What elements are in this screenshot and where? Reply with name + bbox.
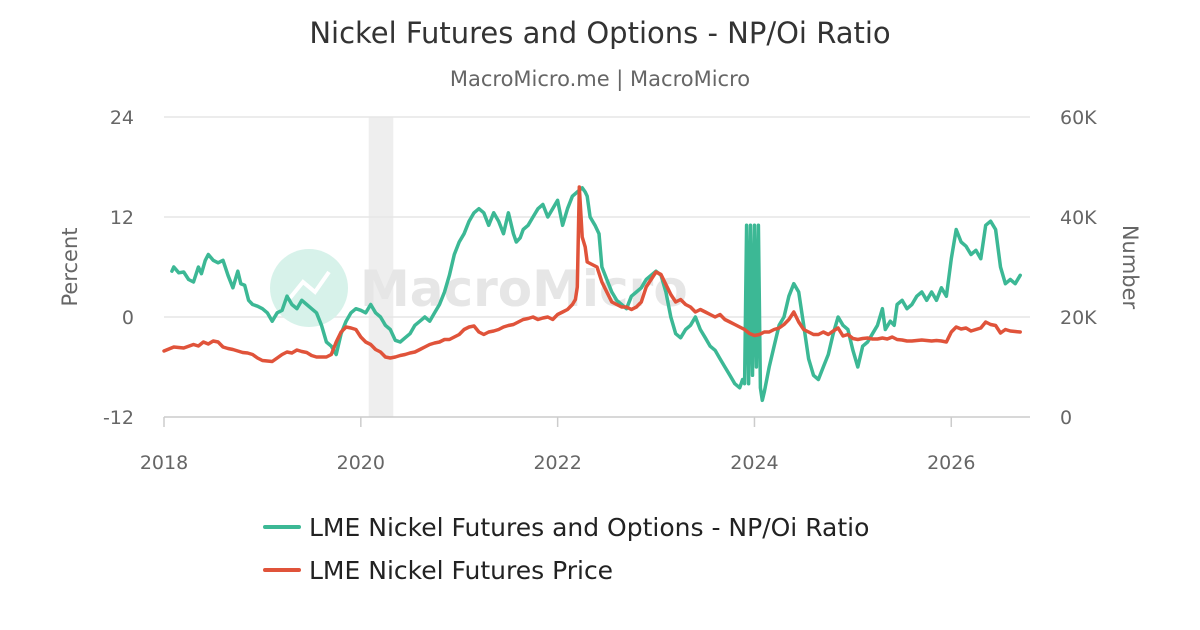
y-left-tick-label: 0 <box>122 307 134 329</box>
axes: -12 0 12 24 0 20K 40K 60K 2018 2020 2022 2024 2026 <box>103 107 1097 474</box>
legend-label: LME Nickel Futures and Options - NP/Oi R… <box>309 513 869 542</box>
chart-subtitle: MacroMicro.me | MacroMicro <box>450 67 750 92</box>
x-tick-label: 2020 <box>337 452 385 474</box>
y-left-axis-title: Percent <box>58 227 82 306</box>
y-right-tick-label: 40K <box>1060 207 1097 229</box>
y-left-tick-label: 24 <box>110 107 134 129</box>
y-right-tick-label: 0 <box>1060 407 1072 429</box>
watermark-logo-mark <box>288 270 331 300</box>
watermark: MacroMicro <box>270 249 688 327</box>
x-tick-label: 2022 <box>533 452 581 474</box>
legend-label: LME Nickel Futures Price <box>309 556 613 585</box>
series-line-1 <box>170 186 1022 403</box>
series-line-2 <box>162 185 1022 364</box>
shaded-region <box>368 117 394 417</box>
legend: LME Nickel Futures and Options - NP/Oi R… <box>263 513 869 585</box>
x-tick-label: 2024 <box>730 452 778 474</box>
chart-title: Nickel Futures and Options - NP/Oi Ratio <box>309 16 890 50</box>
series-layer <box>162 185 1022 403</box>
x-tick-label: 2018 <box>140 452 188 474</box>
y-right-axis-title: Number <box>1118 225 1142 310</box>
shaded-region-layer <box>368 117 394 417</box>
y-right-tick-label: 20K <box>1060 307 1097 329</box>
y-left-tick-label: -12 <box>103 407 134 429</box>
x-tick-label: 2026 <box>927 452 975 474</box>
y-left-tick-label: 12 <box>110 207 134 229</box>
y-right-tick-label: 60K <box>1060 107 1097 129</box>
